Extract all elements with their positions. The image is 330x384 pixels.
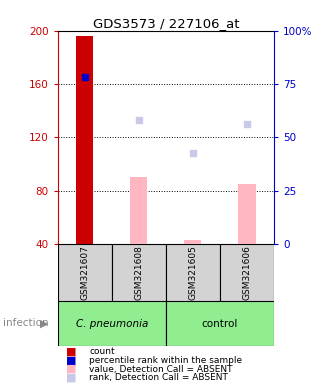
Bar: [166, 244, 220, 301]
Bar: [238, 184, 255, 244]
Text: rank, Detection Call = ABSENT: rank, Detection Call = ABSENT: [89, 373, 228, 382]
Bar: [58, 301, 166, 346]
Text: ▶: ▶: [40, 318, 49, 328]
Bar: [184, 240, 202, 244]
Text: ■: ■: [66, 373, 77, 383]
Text: GSM321608: GSM321608: [134, 245, 143, 300]
Text: GSM321607: GSM321607: [80, 245, 89, 300]
Text: control: control: [202, 318, 238, 329]
Title: GDS3573 / 227106_at: GDS3573 / 227106_at: [93, 17, 239, 30]
Bar: [58, 244, 112, 301]
Text: infection: infection: [3, 318, 49, 328]
Text: GSM321605: GSM321605: [188, 245, 197, 300]
Text: count: count: [89, 347, 115, 356]
Text: C. pneumonia: C. pneumonia: [76, 318, 148, 329]
Text: percentile rank within the sample: percentile rank within the sample: [89, 356, 242, 365]
Bar: [76, 36, 93, 244]
Text: ■: ■: [66, 364, 77, 374]
Text: ■: ■: [66, 355, 77, 365]
Bar: [112, 244, 166, 301]
Text: ■: ■: [66, 346, 77, 356]
Bar: [166, 301, 274, 346]
Bar: [130, 177, 148, 244]
Text: value, Detection Call = ABSENT: value, Detection Call = ABSENT: [89, 364, 233, 374]
Bar: [220, 244, 274, 301]
Text: GSM321606: GSM321606: [242, 245, 251, 300]
